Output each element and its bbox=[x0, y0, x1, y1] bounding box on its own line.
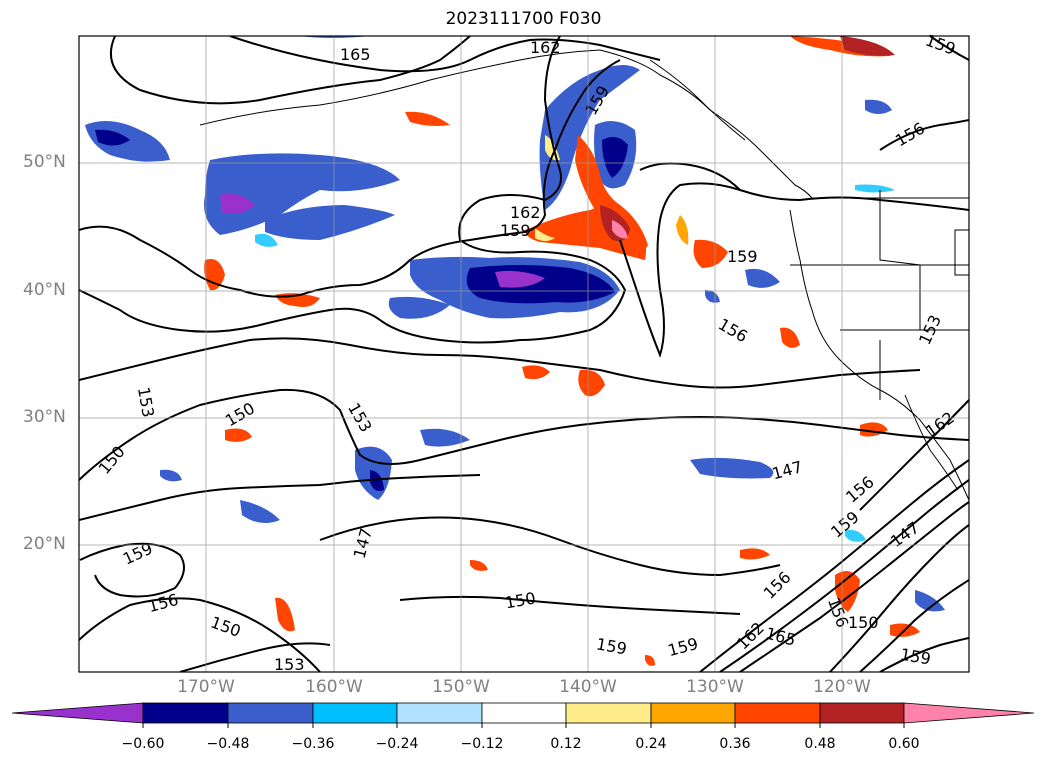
contour-label: 156 bbox=[892, 119, 928, 151]
lon-tick-label: 150°W bbox=[432, 677, 490, 697]
lat-tick-label: 30°N bbox=[23, 407, 66, 427]
contour-label: 165 bbox=[340, 45, 371, 64]
colorbar-segment bbox=[650, 702, 736, 724]
colorbar-label: −0.60 bbox=[121, 736, 165, 752]
contour-label: 162 bbox=[510, 203, 541, 222]
colorbar-label: −0.48 bbox=[206, 736, 250, 752]
contour-label: 153 bbox=[134, 385, 158, 418]
colorbar-label: 0.12 bbox=[550, 736, 582, 752]
contour-label: 156 bbox=[715, 315, 751, 347]
contour-label: 150 bbox=[222, 399, 258, 431]
lon-tick-label: 160°W bbox=[305, 677, 363, 697]
colorbar-segment bbox=[481, 702, 567, 724]
contour-label: 150 bbox=[95, 442, 129, 478]
colorbar-segment bbox=[396, 702, 483, 724]
shaded-field bbox=[85, 36, 945, 666]
contour-label: 162 bbox=[922, 408, 958, 441]
contour-label: 159 bbox=[899, 645, 932, 669]
colorbar bbox=[11, 702, 1035, 724]
contour-label: 159 bbox=[595, 634, 628, 658]
contour-label: 156 bbox=[760, 568, 795, 603]
contour-label: 150 bbox=[848, 613, 879, 632]
contour-label: 147 bbox=[887, 518, 923, 551]
colorbar-segment bbox=[565, 702, 652, 724]
contour-label: 165 bbox=[763, 623, 797, 649]
colorbar-segment bbox=[903, 702, 1035, 724]
gridlines bbox=[79, 36, 969, 672]
contour-label: 159 bbox=[120, 539, 156, 569]
light-negative-regions bbox=[255, 184, 895, 542]
negative-anomaly-regions bbox=[85, 36, 945, 612]
lon-tick-label: 120°W bbox=[813, 677, 871, 697]
contour-label: 159 bbox=[923, 30, 958, 58]
colorbar-segment bbox=[819, 702, 905, 724]
colorbar-label: 0.48 bbox=[804, 736, 836, 752]
contour-label: 147 bbox=[350, 526, 376, 560]
lat-tick-label: 20°N bbox=[23, 534, 66, 554]
height-contours bbox=[79, 36, 969, 672]
contour-label: 150 bbox=[504, 588, 537, 612]
contour-label: 159 bbox=[500, 221, 531, 240]
colorbar-segment bbox=[734, 702, 821, 724]
lon-tick-label: 170°W bbox=[177, 677, 235, 697]
colorbar-segment bbox=[227, 702, 314, 724]
colorbar-segment bbox=[142, 702, 229, 724]
contour-label: 150 bbox=[208, 613, 243, 641]
contour-labels: 165 162 159 162 159 159 156 156 159 153 … bbox=[95, 30, 958, 674]
lon-tick-label: 130°W bbox=[686, 677, 744, 697]
colorbar-label: −0.12 bbox=[460, 736, 504, 752]
contour-label: 159 bbox=[727, 247, 758, 266]
colorbar-label: 0.36 bbox=[719, 736, 751, 752]
contour-label: 156 bbox=[842, 472, 878, 506]
colorbar-label: −0.36 bbox=[291, 736, 335, 752]
colorbar-label: 0.24 bbox=[635, 736, 667, 752]
contour-label: 153 bbox=[274, 655, 305, 674]
lat-tick-label: 40°N bbox=[23, 280, 66, 300]
contour-label: 162 bbox=[530, 38, 561, 57]
colorbar-label: 0.60 bbox=[888, 736, 920, 752]
coastlines bbox=[199, 49, 969, 501]
lat-tick-label: 50°N bbox=[23, 152, 66, 172]
map-frame bbox=[78, 35, 970, 673]
colorbar-segment bbox=[11, 702, 144, 724]
contour-label: 156 bbox=[146, 590, 180, 616]
colorbar-label: −0.24 bbox=[375, 736, 419, 752]
colorbar-segment bbox=[312, 702, 398, 724]
map-title: 2023111700 F030 bbox=[445, 9, 602, 29]
contour-label: 159 bbox=[666, 634, 700, 660]
contour-label: 147 bbox=[770, 457, 804, 483]
lon-tick-label: 140°W bbox=[559, 677, 617, 697]
colorbar-ticks bbox=[142, 723, 905, 728]
